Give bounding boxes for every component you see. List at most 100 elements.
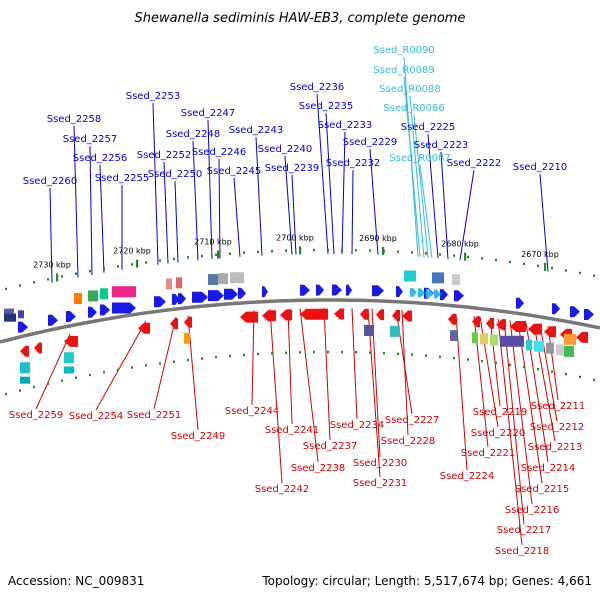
outer-tick bbox=[215, 253, 217, 256]
outer-tick bbox=[131, 263, 133, 266]
gene-label-ssed-2217: Ssed_2217 bbox=[497, 525, 552, 536]
outer-tick bbox=[355, 249, 357, 252]
gene-label-ssed-2258: Ssed_2258 bbox=[47, 114, 102, 125]
function-category-box bbox=[20, 362, 30, 374]
outer-tick bbox=[47, 278, 49, 281]
gene-label-ssed-2214: Ssed_2214 bbox=[521, 463, 576, 474]
leader-line bbox=[49, 187, 53, 283]
reverse-gene-arrow bbox=[402, 310, 412, 322]
forward-gene-arrow bbox=[100, 304, 110, 316]
forward-gene-arrow bbox=[112, 302, 136, 314]
outer-tick bbox=[495, 258, 497, 262]
function-category-box bbox=[88, 290, 98, 302]
gene-label-ssed-2213: Ssed_2213 bbox=[528, 442, 583, 453]
inner-tick bbox=[355, 351, 357, 354]
inner-tick bbox=[579, 375, 581, 379]
outer-tick bbox=[173, 257, 175, 261]
scale-ticks bbox=[5, 246, 595, 396]
outer-tick bbox=[425, 252, 427, 255]
gene-label-ssed-2239: Ssed_2239 bbox=[265, 163, 320, 174]
gene-label-ssed-2232: Ssed_2232 bbox=[326, 158, 381, 169]
reverse-gene-arrow bbox=[376, 309, 384, 321]
gene-label-ssed-2251: Ssed_2251 bbox=[127, 410, 182, 421]
gene-label-ssed-2241: Ssed_2241 bbox=[265, 425, 320, 436]
leader-line bbox=[152, 102, 159, 265]
genome-backbone bbox=[0, 298, 600, 344]
forward-gene-arrow bbox=[454, 290, 464, 302]
function-category-box bbox=[546, 342, 554, 354]
gene-label-ssed-2244: Ssed_2244 bbox=[225, 406, 280, 417]
forward-gene-arrow bbox=[570, 306, 580, 318]
scale-labels: 2730 kbp 2720 kbp 2710 kbp 2700 kbp 2690 kbp… bbox=[33, 233, 559, 269]
scale-label: 2670 kbp bbox=[521, 250, 559, 259]
forward-gene-arrow bbox=[316, 284, 324, 296]
gene-label-ssed-2225: Ssed_2225 bbox=[401, 122, 456, 133]
forward-gene-arrow bbox=[440, 289, 448, 301]
major-tick bbox=[464, 252, 467, 261]
leader-line bbox=[99, 164, 105, 273]
function-category-box bbox=[500, 335, 524, 347]
major-tick bbox=[382, 247, 385, 256]
inner-tick bbox=[89, 373, 91, 377]
forward-gene-arrow bbox=[18, 321, 28, 333]
scale-label: 2690 kbp bbox=[359, 234, 397, 243]
outer-tick bbox=[523, 262, 525, 266]
inner-tick bbox=[173, 360, 175, 363]
outer-tick bbox=[271, 250, 273, 253]
rna-gene-arrow bbox=[418, 288, 425, 298]
gene-label-ssed-2219: Ssed_2219 bbox=[473, 407, 528, 418]
inner-tick bbox=[285, 351, 287, 354]
gene-label-ssed-2236: Ssed_2236 bbox=[290, 82, 345, 93]
scale-label: 2680 kbp bbox=[441, 240, 479, 249]
inner-tick bbox=[33, 385, 35, 389]
forward-gene-arrow bbox=[48, 314, 58, 326]
leader-line bbox=[367, 308, 381, 478]
inner-tick bbox=[117, 368, 119, 372]
gene-label-ssed-2224: Ssed_2224 bbox=[440, 471, 495, 482]
outer-tick bbox=[159, 259, 161, 262]
inner-tick bbox=[313, 350, 315, 354]
reverse-gene-arrow bbox=[448, 313, 456, 325]
leader-line bbox=[323, 307, 331, 441]
leader-line bbox=[341, 131, 346, 255]
gene-label-ssed-2221: Ssed_2221 bbox=[461, 448, 516, 459]
outer-tick bbox=[19, 284, 21, 287]
inner-tick bbox=[467, 358, 469, 361]
leader-line bbox=[497, 318, 523, 546]
leader-line bbox=[284, 155, 293, 255]
gene-label-ssed-r0089: Ssed_R0089 bbox=[373, 65, 434, 76]
leader-line bbox=[369, 148, 379, 255]
leader-line bbox=[73, 125, 79, 278]
backbone-arc bbox=[0, 298, 600, 344]
inner-tick bbox=[453, 356, 455, 360]
outer-tick bbox=[397, 250, 399, 253]
inner-tick bbox=[187, 358, 189, 362]
outer-tick bbox=[313, 248, 315, 252]
gene-label-ssed-2210: Ssed_2210 bbox=[513, 162, 568, 173]
inner-tick bbox=[145, 364, 147, 367]
gene-label-ssed-2242: Ssed_2242 bbox=[255, 484, 310, 495]
forward-gene-arrow bbox=[208, 290, 224, 302]
gene-label-ssed-r0090: Ssed_R0090 bbox=[373, 45, 434, 56]
inner-tick bbox=[523, 365, 525, 369]
gene-label-ssed-2259: Ssed_2259 bbox=[9, 410, 64, 421]
reverse-gene-arrow bbox=[392, 310, 400, 321]
function-category-box bbox=[64, 352, 74, 364]
accession-text: Accession: NC_009831 bbox=[8, 574, 144, 588]
gene-label-ssed-2243: Ssed_2243 bbox=[229, 125, 284, 136]
function-category-box bbox=[208, 274, 218, 286]
forward-gene-arrow bbox=[224, 288, 238, 300]
reverse-gene-arrow bbox=[262, 310, 276, 322]
forward-gene-arrow bbox=[552, 303, 560, 315]
outer-tick bbox=[285, 249, 287, 252]
leader-line bbox=[401, 309, 409, 436]
function-category-box bbox=[534, 340, 544, 352]
gene-label-ssed-2249: Ssed_2249 bbox=[171, 431, 226, 442]
reverse-gene-arrow bbox=[472, 316, 480, 328]
function-category-box bbox=[390, 325, 400, 337]
leader-line bbox=[299, 308, 319, 463]
inner-tick bbox=[271, 352, 273, 355]
gene-label-ssed-2227: Ssed_2227 bbox=[385, 415, 440, 426]
forward-gene-arrow bbox=[346, 284, 352, 296]
